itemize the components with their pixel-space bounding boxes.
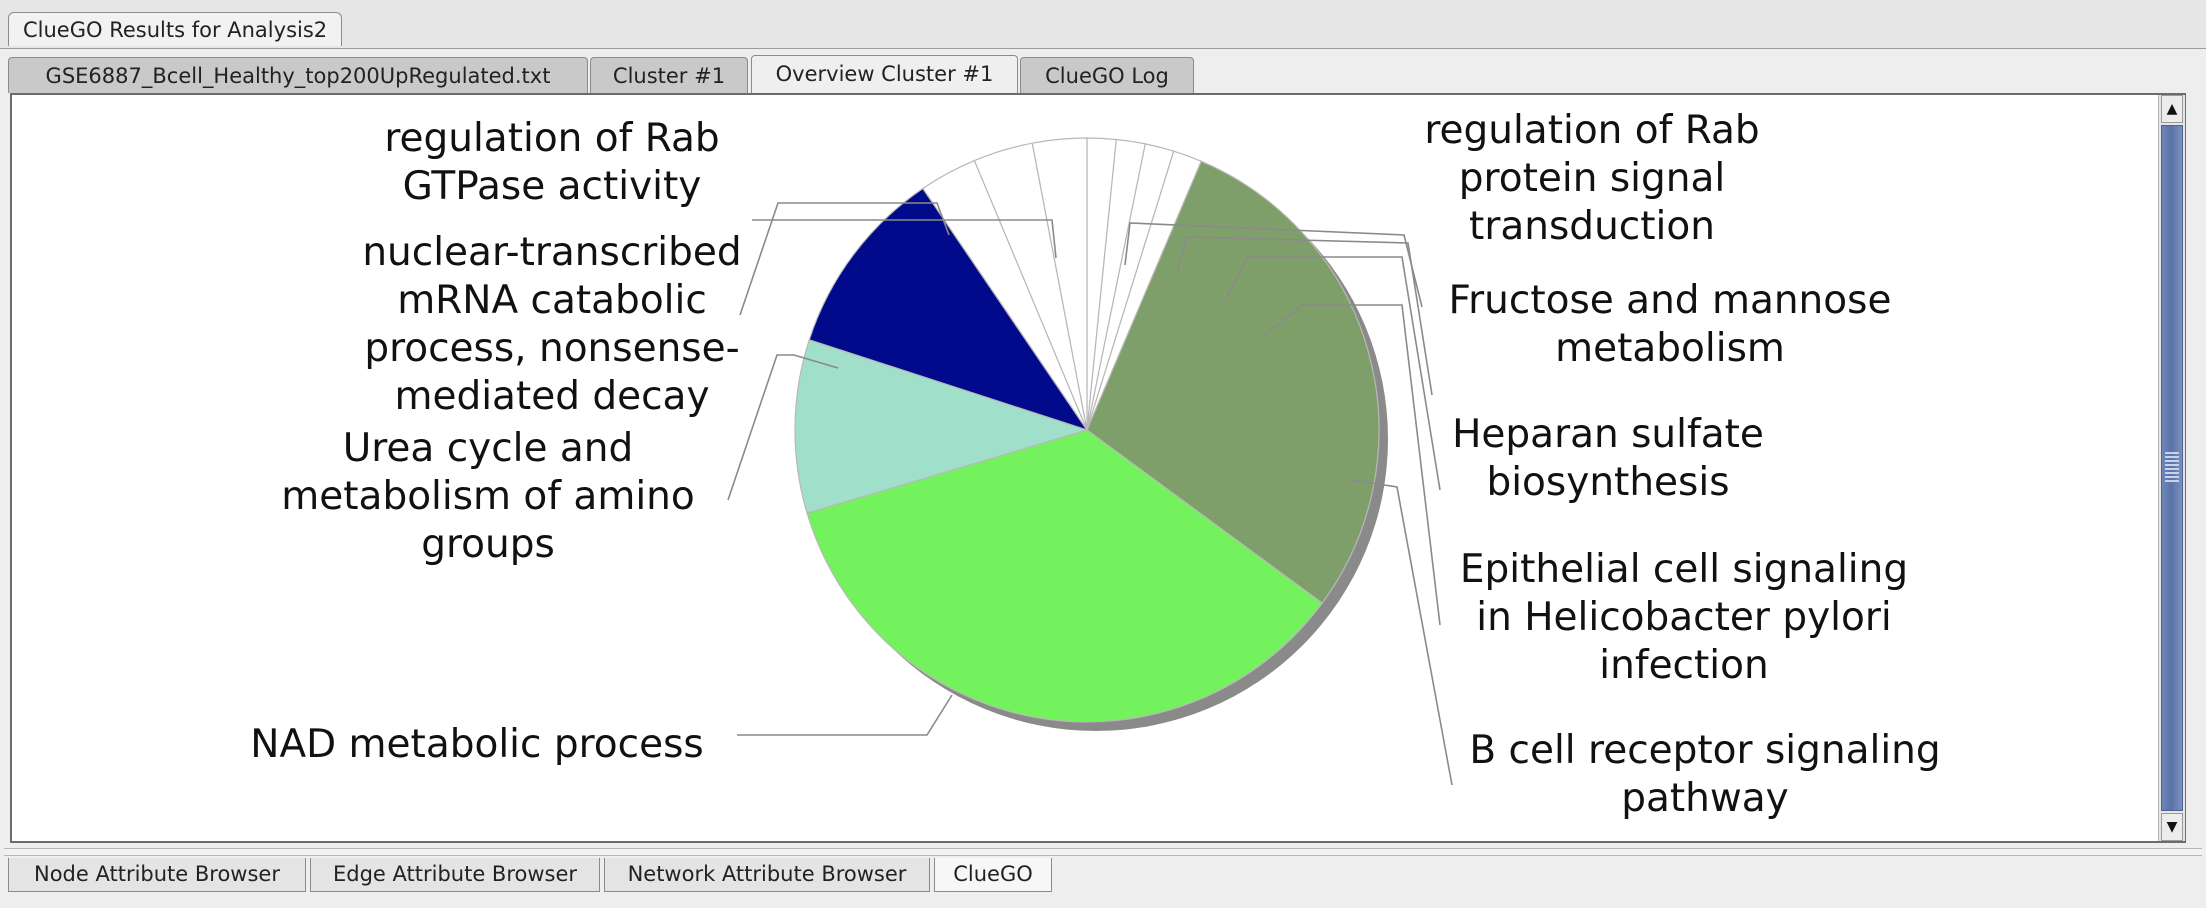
pie-slice[interactable]	[1086, 160, 1380, 604]
tab-input-file[interactable]: GSE6887_Bcell_Healthy_top200UpRegulated.…	[8, 57, 588, 93]
overview-pie-chart: regulation of Rab GTPase activity nuclear-…	[250, 108, 1940, 821]
label-leader-lines	[727, 202, 1453, 786]
cluster-tabstrip: GSE6887_Bcell_Healthy_top200UpRegulated.…	[8, 55, 2204, 93]
divider	[4, 848, 2202, 856]
leader-line	[1351, 479, 1453, 786]
pie-slice[interactable]	[806, 429, 1323, 723]
pie-label-left-3: NAD metabolic process	[250, 722, 703, 767]
result-tab-analysis2[interactable]: ClueGO Results for Analysis2	[8, 12, 343, 46]
tab-cluster-1[interactable]: Cluster #1	[590, 57, 748, 93]
leader-line	[752, 219, 1057, 259]
leader-line	[1264, 304, 1441, 626]
overview-panel: regulation of Rab GTPase activity nuclear-…	[10, 93, 2186, 843]
pie-slice[interactable]	[808, 187, 1089, 432]
pie-label-right-2: Heparan sulfate biosynthesis	[1452, 412, 1764, 505]
pie-label-left-1: nuclear-transcribed mRNA catabolic process…	[362, 230, 741, 419]
tab-network-attribute-browser[interactable]: Network Attribute Browser	[604, 858, 930, 892]
pie-slice[interactable]	[794, 339, 1090, 514]
leader-line	[737, 694, 953, 736]
pie-label-right-3: Epithelial cell signaling in Helicobacter…	[1460, 547, 1908, 688]
tab-edge-attribute-browser[interactable]: Edge Attribute Browser	[310, 858, 600, 892]
vertical-scrollbar[interactable]: ▲ ▼	[2158, 95, 2185, 841]
pie-label-right-4: B cell receptor signaling pathway	[1469, 728, 1940, 821]
tab-cluego-log[interactable]: ClueGO Log	[1020, 57, 1194, 93]
pie-slice[interactable]	[1031, 137, 1088, 431]
leader-line	[727, 354, 839, 501]
tab-overview-cluster-1[interactable]: Overview Cluster #1	[751, 55, 1018, 93]
pie-slices	[794, 137, 1388, 731]
pie-label-left-0: regulation of Rab GTPase activity	[384, 116, 719, 209]
grip-icon	[2165, 452, 2179, 482]
pie-labels: regulation of Rab GTPase activity nuclear-…	[250, 108, 1940, 821]
tab-node-attribute-browser[interactable]: Node Attribute Browser	[8, 858, 306, 892]
pie-label-right-0: regulation of Rab protein signal transduct…	[1424, 108, 1759, 249]
bottom-panel-tabstrip: Node Attribute Browser Edge Attribute Br…	[0, 848, 2206, 908]
leader-line	[1176, 236, 1433, 396]
pie-label-left-2: Urea cycle and metabolism of amino groups	[281, 426, 694, 567]
pie-label-right-1: Fructose and mannose metabolism	[1449, 278, 1892, 371]
results-tabstrip: ClueGO Results for Analysis2	[0, 0, 2206, 49]
leader-line	[739, 202, 950, 316]
tab-cluego[interactable]: ClueGO	[934, 858, 1052, 892]
scroll-down-arrow-icon[interactable]: ▼	[2161, 813, 2183, 841]
scroll-up-arrow-icon[interactable]: ▲	[2161, 95, 2183, 123]
scroll-thumb[interactable]	[2161, 125, 2183, 811]
leader-line	[1224, 256, 1441, 491]
